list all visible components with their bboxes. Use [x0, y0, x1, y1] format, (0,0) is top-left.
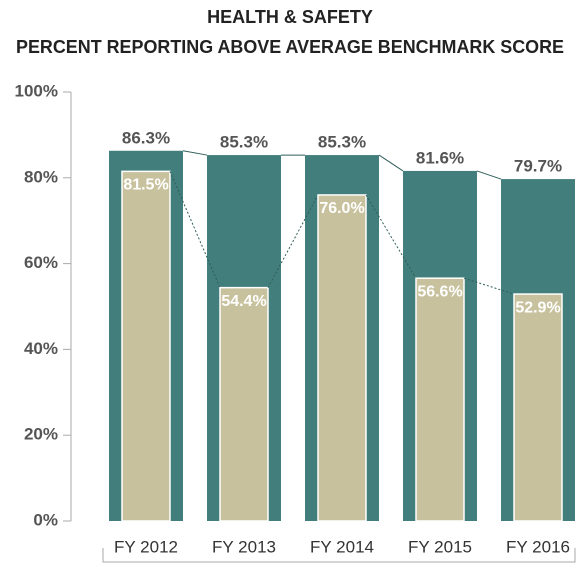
y-tick-label: 100%	[15, 81, 58, 100]
x-tick-label: FY 2012	[114, 537, 178, 556]
y-tick-label: 0%	[33, 510, 58, 529]
connector	[476, 170, 502, 180]
chart-subtitle: PERCENT REPORTING ABOVE AVERAGE BENCHMAR…	[16, 37, 564, 57]
connector	[267, 194, 319, 288]
connector	[365, 194, 417, 279]
y-tick-label: 20%	[24, 425, 58, 444]
data-label: 85.3%	[318, 133, 366, 152]
x-axis-bracket	[102, 548, 576, 563]
x-tick-label: FY 2015	[408, 537, 472, 556]
data-label: 79.7%	[514, 157, 562, 176]
bar	[121, 170, 171, 522]
data-label: 81.6%	[416, 148, 464, 167]
connector	[463, 277, 515, 295]
connector	[182, 150, 208, 156]
y-tick-label: 80%	[24, 167, 58, 186]
data-label: 76.0%	[319, 200, 364, 217]
x-tick-label: FY 2016	[506, 537, 570, 556]
x-tick-label: FY 2013	[212, 537, 276, 556]
connector	[378, 154, 404, 172]
chart-title: HEALTH & SAFETY	[207, 7, 373, 27]
data-label: 54.4%	[221, 293, 266, 310]
data-label: 86.3%	[122, 128, 170, 147]
data-label: 52.9%	[515, 299, 560, 316]
bar	[219, 286, 269, 522]
connector	[169, 171, 221, 288]
x-tick-label: FY 2014	[310, 537, 374, 556]
bar	[415, 277, 465, 522]
y-tick-label: 60%	[24, 253, 58, 272]
bar	[513, 293, 563, 522]
data-label: 85.3%	[220, 133, 268, 152]
data-label: 81.5%	[123, 177, 168, 194]
y-tick-label: 40%	[24, 339, 58, 358]
bar	[317, 194, 367, 522]
data-label: 56.6%	[417, 283, 462, 300]
